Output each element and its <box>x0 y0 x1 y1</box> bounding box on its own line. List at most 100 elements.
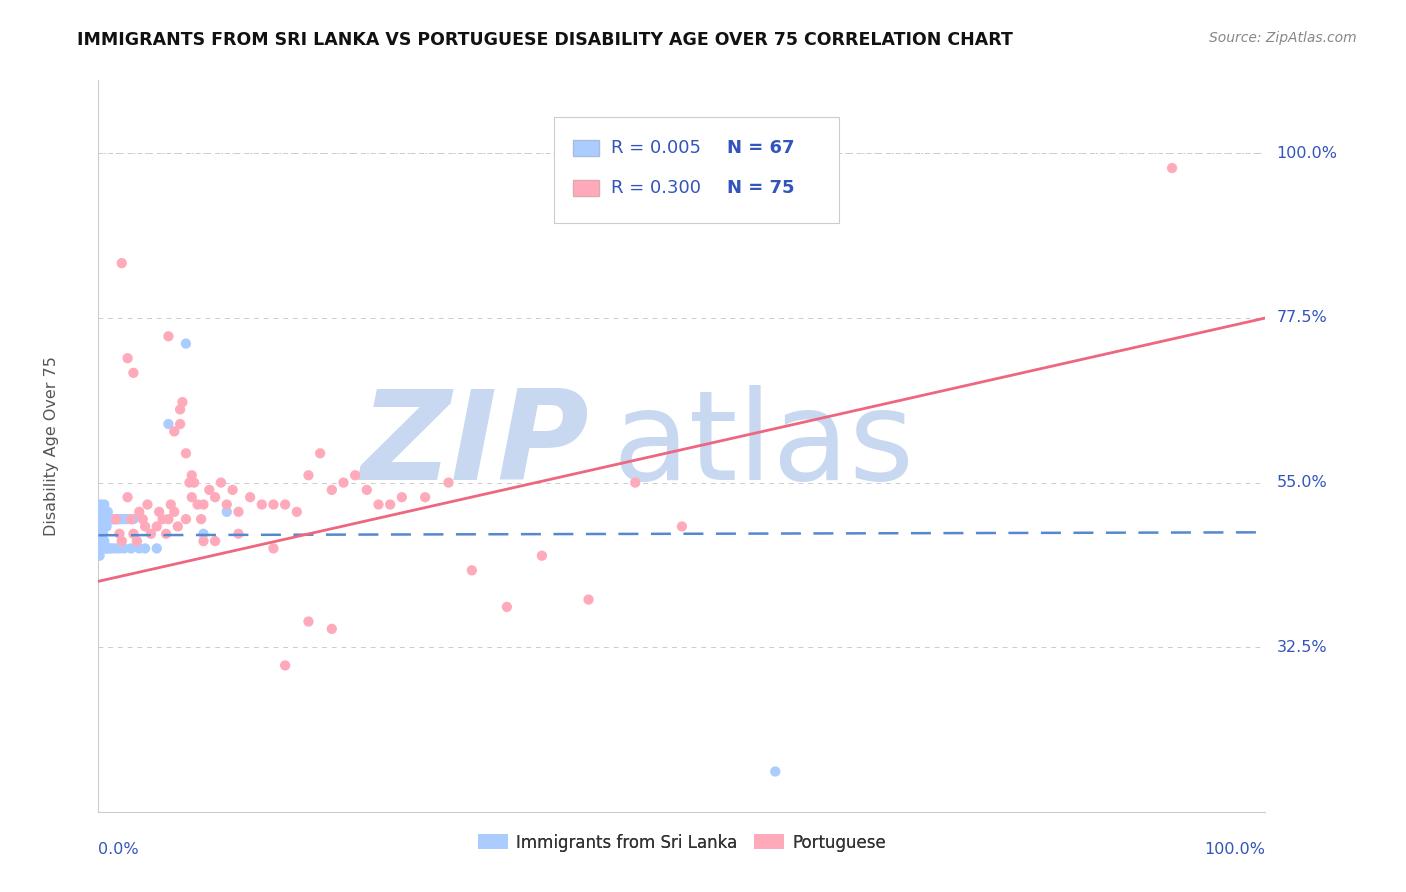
Point <box>91 526 114 541</box>
Point <box>187 498 209 512</box>
Point <box>274 498 297 512</box>
Point <box>367 498 389 512</box>
Point <box>90 498 112 512</box>
Point <box>166 519 188 533</box>
Point <box>100 512 122 526</box>
Point <box>461 563 484 577</box>
Point <box>94 519 117 533</box>
Point <box>97 541 120 556</box>
Point <box>91 519 114 533</box>
Point <box>101 541 124 556</box>
Point <box>169 417 191 431</box>
Point <box>122 366 145 380</box>
Point <box>90 526 112 541</box>
Point <box>309 446 332 460</box>
Point <box>101 512 124 526</box>
Point <box>183 475 205 490</box>
Point <box>89 505 111 519</box>
FancyBboxPatch shape <box>574 140 599 156</box>
Text: Source: ZipAtlas.com: Source: ZipAtlas.com <box>1209 31 1357 45</box>
Point <box>120 541 142 556</box>
Point <box>90 519 112 533</box>
Point <box>136 498 159 512</box>
Point <box>262 498 284 512</box>
Point <box>96 541 118 556</box>
Point <box>250 498 273 512</box>
Text: N = 75: N = 75 <box>727 178 794 197</box>
Point <box>93 541 115 556</box>
Point <box>157 329 180 343</box>
Point <box>285 505 308 519</box>
Point <box>180 490 202 504</box>
Text: ZIP: ZIP <box>360 385 589 507</box>
Point <box>193 526 215 541</box>
Point <box>321 483 343 497</box>
Point <box>190 512 212 526</box>
Point <box>1161 161 1184 175</box>
Point <box>159 498 181 512</box>
Point <box>148 505 170 519</box>
Point <box>179 475 201 490</box>
Point <box>117 512 139 526</box>
Point <box>90 505 112 519</box>
Point <box>215 498 238 512</box>
Point <box>91 505 114 519</box>
Text: R = 0.300: R = 0.300 <box>610 178 700 197</box>
Point <box>174 336 197 351</box>
Point <box>239 490 262 504</box>
Point <box>90 534 112 549</box>
Point <box>157 512 180 526</box>
FancyBboxPatch shape <box>554 117 839 223</box>
Point <box>97 512 120 526</box>
Point <box>193 534 215 549</box>
Point <box>530 549 553 563</box>
Point <box>344 468 367 483</box>
Point <box>332 475 354 490</box>
Point <box>93 512 115 526</box>
Point <box>157 417 180 431</box>
Point <box>128 505 150 519</box>
Point <box>120 512 142 526</box>
Point <box>128 541 150 556</box>
Point <box>108 526 131 541</box>
Point <box>221 483 243 497</box>
Point <box>180 468 202 483</box>
Point <box>152 512 174 526</box>
Point <box>117 490 139 504</box>
Point <box>104 541 127 556</box>
Point <box>125 534 148 549</box>
Point <box>98 541 121 556</box>
Point <box>98 512 121 526</box>
Point <box>89 549 111 563</box>
Point <box>96 505 118 519</box>
Text: R = 0.005: R = 0.005 <box>610 139 700 157</box>
Point <box>321 622 343 636</box>
Point <box>671 519 693 533</box>
Point <box>624 475 647 490</box>
FancyBboxPatch shape <box>574 180 599 196</box>
Point <box>174 512 197 526</box>
Point <box>209 475 232 490</box>
Point <box>89 541 111 556</box>
Point <box>96 519 118 533</box>
Point <box>204 534 226 549</box>
Point <box>122 512 145 526</box>
Text: N = 67: N = 67 <box>727 139 794 157</box>
Point <box>91 541 114 556</box>
Point <box>413 490 436 504</box>
Point <box>204 490 226 504</box>
Point <box>437 475 460 490</box>
Point <box>93 534 115 549</box>
Text: 100.0%: 100.0% <box>1277 146 1337 161</box>
Text: atlas: atlas <box>613 385 915 507</box>
Point <box>139 526 162 541</box>
Text: 0.0%: 0.0% <box>98 842 139 857</box>
Point <box>122 526 145 541</box>
Point <box>380 498 402 512</box>
Point <box>111 534 134 549</box>
Point <box>89 512 111 526</box>
Point <box>93 519 115 533</box>
Point <box>91 512 114 526</box>
Text: 55.0%: 55.0% <box>1277 475 1327 490</box>
Point <box>104 512 127 526</box>
